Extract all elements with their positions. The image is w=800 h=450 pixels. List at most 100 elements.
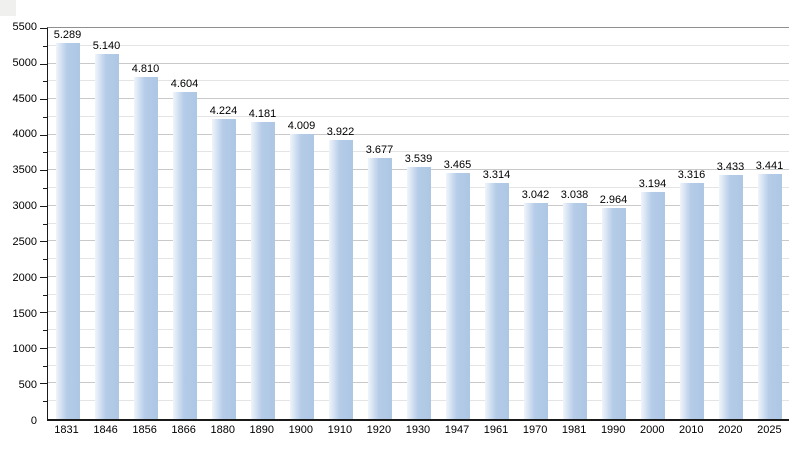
plot-area: 5.289 5.140 4.810 4.604 4.224 4.181 4.009 3.922…	[40, 27, 789, 421]
gridline-5000	[48, 62, 789, 64]
y-tick-2000	[40, 276, 47, 278]
bar-1990: 2.964	[600, 194, 627, 419]
x-axis-label-1880: 1880	[210, 424, 235, 436]
bar-1981: 3.038	[561, 189, 588, 419]
value-label-1846: 5.140	[92, 39, 121, 52]
y-tick-2500	[40, 241, 47, 243]
bar-slot-1920: 3.677	[360, 28, 399, 419]
y-tick-5000	[40, 63, 47, 65]
gridline-4750	[48, 80, 789, 82]
y-tick-4750	[43, 81, 47, 83]
bar-1846: 5.140	[93, 40, 120, 419]
y-tick-3000	[40, 205, 47, 207]
x-axis-label-1970: 1970	[522, 424, 548, 436]
bar-1856: 4.810	[132, 63, 159, 419]
y-tick-4500	[40, 99, 47, 101]
bar-slot-1846: 5.140	[87, 28, 126, 419]
y-axis-label-4000: 4000	[12, 128, 37, 141]
x-axis-label-2025: 2025	[757, 424, 782, 436]
bar-slot-2000: 3.194	[633, 28, 672, 419]
value-label-1900: 4.009	[287, 120, 316, 132]
y-tick-750	[43, 365, 47, 367]
y-axis-label-1500: 1500	[12, 307, 37, 320]
bar-1900: 4.009	[288, 120, 315, 419]
y-axis-label-2000: 2000	[12, 271, 37, 284]
y-tick-1000	[40, 347, 47, 349]
bar-slot-2025: 3.441	[750, 28, 789, 419]
y-axis-label-3000: 3000	[12, 200, 37, 213]
value-label-1856: 4.810	[131, 63, 160, 76]
y-tick-2250	[43, 259, 47, 261]
y-tick-1500	[40, 312, 47, 314]
y-tick-3750	[43, 152, 47, 154]
value-label-1947: 3.465	[443, 158, 472, 171]
bar-slot-1910: 3.922	[321, 28, 360, 419]
x-axis-label-1866: 1866	[171, 424, 196, 436]
x-axis-label-1831: 1831	[54, 424, 79, 436]
value-label-1961: 3.314	[482, 169, 511, 182]
x-axis-label-1920: 1920	[366, 424, 392, 436]
y-tick-5500	[40, 28, 47, 29]
value-label-1866: 4.604	[170, 77, 199, 90]
bar-1961: 3.314	[483, 169, 510, 419]
y-tick-250	[43, 401, 47, 403]
bar-slot-1880: 4.224	[204, 28, 243, 419]
y-tick-3500	[40, 170, 47, 172]
bar-1920: 3.677	[366, 144, 393, 419]
bar-slot-1970: 3.042	[516, 28, 555, 419]
bar-1890: 4.181	[249, 108, 276, 419]
bar-1930: 3.539	[405, 153, 432, 419]
y-axis-label-2500: 2500	[12, 235, 37, 248]
y-axis-label-3500: 3500	[12, 164, 37, 177]
value-label-2010: 3.316	[677, 169, 706, 182]
x-axis-label-1890: 1890	[249, 424, 274, 436]
value-label-1970: 3.042	[521, 188, 550, 201]
value-label-1990: 2.964	[599, 194, 628, 207]
x-axis-label-1910: 1910	[327, 424, 353, 436]
x-axis-label-1846: 1846	[93, 424, 118, 436]
bar-slot-1961: 3.314	[477, 28, 516, 419]
bar-slot-1856: 4.810	[126, 28, 165, 419]
bar-slot-1866: 4.604	[165, 28, 204, 419]
bar-1866: 4.604	[171, 78, 198, 419]
corner-artifact	[0, 0, 16, 16]
bar-2000: 3.194	[639, 178, 666, 419]
bar-2025: 3.441	[756, 160, 783, 419]
value-label-1910: 3.922	[326, 126, 355, 139]
bar-slot-1890: 4.181	[243, 28, 282, 419]
bar-1910: 3.922	[327, 126, 354, 419]
gridline-3750	[48, 151, 789, 153]
bar-slot-1930: 3.539	[399, 28, 438, 419]
gridline-5250	[48, 44, 789, 46]
x-axis: 1831 1846 1856 1866 1880 1890 1900 1910 1920 1930…	[47, 424, 789, 437]
bar-slot-1947: 3.465	[438, 28, 477, 419]
y-tick-3250	[43, 187, 47, 189]
value-label-1920: 3.677	[365, 143, 394, 156]
bars-row: 5.289 5.140 4.810 4.604 4.224 4.181 4.009 3.922…	[48, 28, 789, 419]
y-axis-label-5500: 5500	[12, 21, 37, 33]
x-axis-label-1900: 1900	[288, 424, 314, 436]
y-tick-4000	[40, 134, 47, 136]
bar-2010: 3.316	[678, 169, 705, 419]
x-axis-label-2020: 2020	[718, 424, 743, 436]
value-label-2020: 3.433	[716, 160, 745, 173]
value-label-1831: 5.289	[53, 29, 82, 42]
bar-slot-1981: 3.038	[555, 28, 594, 419]
bar-slot-1831: 5.289	[48, 28, 87, 419]
bar-1970: 3.042	[522, 189, 549, 419]
value-label-1890: 4.181	[248, 107, 277, 120]
y-axis-label-500: 500	[18, 379, 37, 392]
bar-slot-1990: 2.964	[594, 28, 633, 419]
bar-1831: 5.289	[54, 29, 81, 419]
bar-slot-2020: 3.433	[711, 28, 750, 419]
x-axis-label-2010: 2010	[679, 424, 704, 436]
value-label-2025: 3.441	[755, 160, 784, 173]
value-label-1930: 3.539	[404, 153, 433, 166]
y-tick-5250	[43, 45, 47, 47]
y-tick-4250	[43, 116, 47, 118]
y-tick-500	[40, 383, 47, 385]
bar-slot-2010: 3.316	[672, 28, 711, 419]
x-axis-label-1947: 1947	[444, 424, 470, 436]
bar-1947: 3.465	[444, 159, 471, 419]
bar-1880: 4.224	[210, 105, 237, 419]
